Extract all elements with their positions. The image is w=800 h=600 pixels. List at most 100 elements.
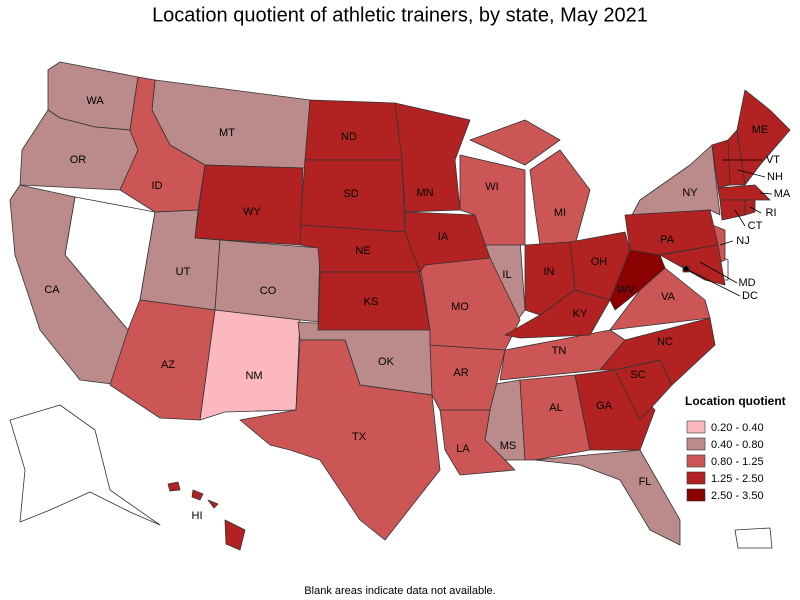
state <box>194 164 304 246</box>
note: Blank areas indicate data not available. <box>304 585 495 597</box>
state-labels: NM WA OR CA MT UT CO OK IL MS FL NY ID AZ TX LA AR MO WI MI… <box>44 95 791 522</box>
dc-marker <box>683 266 689 272</box>
state-label: NC <box>657 336 673 348</box>
legend-label: 0.20 - 0.40 <box>711 422 764 434</box>
leader-line <box>699 261 738 284</box>
leader-line <box>737 169 766 178</box>
state-label: MA <box>774 188 791 200</box>
legend-label: 0.40 - 0.80 <box>711 439 764 451</box>
legend-label: 2.50 - 3.50 <box>711 490 764 502</box>
states <box>9 61 791 551</box>
state <box>609 267 711 331</box>
state-label: AZ <box>161 359 175 371</box>
leader-line <box>719 240 734 246</box>
leader-line <box>685 268 741 297</box>
legend-label: 1.25 - 2.50 <box>711 473 764 485</box>
state-label: VT <box>766 154 780 166</box>
state-label: NJ <box>736 235 749 247</box>
state <box>744 199 756 216</box>
state <box>167 481 181 492</box>
state <box>599 317 716 386</box>
state <box>534 449 681 546</box>
leader-line <box>759 192 773 195</box>
state <box>109 299 216 421</box>
state-label: NE <box>355 245 370 257</box>
state <box>469 119 561 166</box>
state-label: CA <box>44 284 60 296</box>
state <box>609 249 666 311</box>
legend-swatch <box>686 471 706 485</box>
state-label: AR <box>453 367 468 379</box>
state-label: WI <box>485 181 498 193</box>
state-label: SC <box>630 369 645 381</box>
state-label: WV <box>617 284 635 296</box>
state-label: OH <box>591 256 608 268</box>
state <box>719 199 746 221</box>
state-label: KS <box>364 296 379 308</box>
state-label: CO <box>260 285 277 297</box>
state-label: PA <box>660 234 675 246</box>
state-label: WY <box>243 206 261 218</box>
legend-swatch <box>686 437 706 451</box>
state-label: IN <box>544 266 555 278</box>
state-label: MN <box>416 187 433 199</box>
map-title: Location quotient of athletic trainers, … <box>152 4 648 26</box>
state-label: OR <box>70 154 87 166</box>
state-label: TX <box>352 431 367 443</box>
state <box>199 309 301 421</box>
state-label: MD <box>738 277 755 289</box>
legend-swatch <box>686 420 706 434</box>
state-label: HI <box>192 510 203 522</box>
legend: 0.20 - 0.40 0.40 - 0.80 0.80 - 1.25 1.25 - … <box>686 420 764 502</box>
state-label: MO <box>451 301 469 313</box>
state-label: CT <box>748 220 763 232</box>
state-label: ND <box>341 131 357 143</box>
state-label: TN <box>552 345 567 357</box>
state <box>214 239 321 323</box>
state-label: WA <box>86 95 104 107</box>
state-label: RI <box>766 207 777 219</box>
state-label: MT <box>219 127 235 139</box>
state-label: NM <box>245 370 262 382</box>
state-label: IL <box>502 269 511 281</box>
state-label: UT <box>176 266 191 278</box>
leader-line <box>734 209 746 227</box>
state-label: ME <box>752 124 769 136</box>
state <box>659 244 726 286</box>
state-label: AL <box>549 402 562 414</box>
state <box>317 271 431 331</box>
state-label: MS <box>500 440 517 452</box>
state <box>717 184 771 201</box>
state <box>727 129 746 186</box>
leader-line <box>749 206 762 214</box>
state-label: DC <box>742 290 758 302</box>
legend-swatch <box>686 488 706 502</box>
state-no-data <box>9 404 161 526</box>
state <box>519 374 591 461</box>
state-label: GA <box>596 400 613 412</box>
state <box>394 102 471 213</box>
state-label: KY <box>573 308 588 320</box>
legend-label: 0.80 - 1.25 <box>711 456 764 468</box>
state <box>529 149 591 246</box>
state-label: LA <box>456 443 470 455</box>
state <box>239 339 441 541</box>
state-label: ID <box>152 180 163 192</box>
territory-no-data <box>734 527 773 549</box>
state-label: MI <box>554 207 566 219</box>
state <box>207 499 219 509</box>
state <box>191 489 204 501</box>
state <box>119 76 206 213</box>
state <box>631 144 721 216</box>
state-label: IA <box>438 231 449 243</box>
state-label: VA <box>661 291 676 303</box>
state <box>404 211 491 273</box>
state-label: FL <box>639 476 652 488</box>
state-label: OK <box>378 356 395 368</box>
state-label: SD <box>343 188 358 200</box>
legend-title: Location quotient <box>685 394 786 408</box>
state <box>9 184 129 386</box>
legend-swatch <box>686 454 706 468</box>
state-label: NH <box>767 171 783 183</box>
